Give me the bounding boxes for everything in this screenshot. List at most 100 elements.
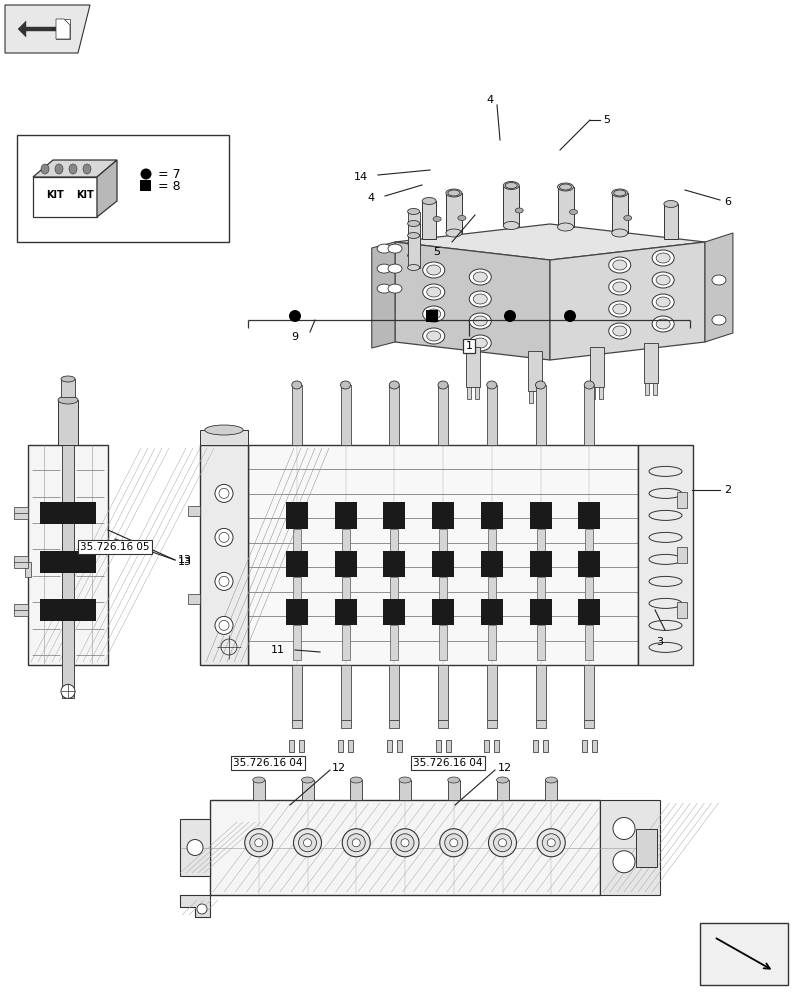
Bar <box>584 385 594 445</box>
Bar <box>664 204 678 239</box>
Ellipse shape <box>608 323 631 339</box>
Bar <box>342 529 350 551</box>
Ellipse shape <box>446 189 462 197</box>
Ellipse shape <box>423 284 444 300</box>
Bar <box>644 343 658 383</box>
Circle shape <box>298 834 317 852</box>
Bar <box>503 186 520 226</box>
Bar <box>676 547 687 563</box>
Bar <box>248 445 638 665</box>
Ellipse shape <box>350 777 362 783</box>
Ellipse shape <box>656 319 670 329</box>
Bar <box>481 502 503 529</box>
Bar <box>445 740 451 752</box>
Bar <box>292 529 301 551</box>
Bar <box>188 506 200 516</box>
Bar <box>342 577 350 599</box>
Bar <box>389 720 399 728</box>
Bar <box>338 740 343 752</box>
Bar <box>636 828 657 866</box>
Bar <box>474 386 478 398</box>
Bar <box>439 529 447 551</box>
Polygon shape <box>180 895 210 917</box>
Bar <box>200 445 248 665</box>
Bar <box>140 180 151 191</box>
Ellipse shape <box>253 777 265 783</box>
Bar <box>335 599 356 625</box>
Bar <box>529 599 552 625</box>
Bar <box>536 665 545 720</box>
Ellipse shape <box>399 777 411 783</box>
Polygon shape <box>395 242 550 360</box>
Bar <box>488 577 496 599</box>
Circle shape <box>215 484 233 502</box>
Bar <box>390 625 398 660</box>
Polygon shape <box>33 177 97 217</box>
Bar <box>590 347 604 386</box>
Bar <box>465 347 479 386</box>
Ellipse shape <box>61 376 75 382</box>
Circle shape <box>289 310 301 322</box>
Text: 11: 11 <box>271 645 285 655</box>
Ellipse shape <box>612 304 627 314</box>
Bar <box>14 507 28 519</box>
Ellipse shape <box>301 777 314 783</box>
Text: 5: 5 <box>433 247 440 257</box>
Bar <box>545 780 558 800</box>
Ellipse shape <box>656 275 670 285</box>
Polygon shape <box>705 233 733 342</box>
Ellipse shape <box>612 189 628 197</box>
Bar <box>14 556 28 568</box>
Ellipse shape <box>558 183 574 191</box>
Ellipse shape <box>69 164 77 174</box>
Bar <box>390 577 398 599</box>
Bar <box>599 386 603 398</box>
Bar <box>292 625 301 660</box>
Text: 12: 12 <box>498 763 512 773</box>
Circle shape <box>440 829 468 857</box>
Bar <box>537 529 545 551</box>
Bar <box>180 819 210 876</box>
Bar <box>439 577 447 599</box>
Bar <box>342 625 350 660</box>
Circle shape <box>391 829 419 857</box>
Bar <box>676 492 687 508</box>
Ellipse shape <box>41 164 49 174</box>
Bar <box>438 720 448 728</box>
Ellipse shape <box>614 190 625 196</box>
Bar <box>591 386 595 398</box>
Ellipse shape <box>427 287 440 297</box>
Bar <box>494 740 499 752</box>
Ellipse shape <box>608 301 631 317</box>
Ellipse shape <box>83 164 91 174</box>
Text: 14: 14 <box>354 172 368 182</box>
Text: 13: 13 <box>178 555 192 565</box>
Ellipse shape <box>407 221 419 227</box>
Bar <box>436 740 440 752</box>
Bar <box>612 193 628 233</box>
Ellipse shape <box>388 284 402 293</box>
Bar <box>422 201 436 239</box>
Polygon shape <box>395 224 705 260</box>
Bar <box>528 391 532 403</box>
Bar <box>585 577 593 599</box>
Circle shape <box>187 840 203 856</box>
Ellipse shape <box>423 262 444 278</box>
Ellipse shape <box>340 381 351 389</box>
Text: 13: 13 <box>178 557 192 567</box>
Bar <box>407 224 419 255</box>
Ellipse shape <box>652 294 674 310</box>
Bar <box>558 187 574 227</box>
Text: 4: 4 <box>487 95 494 105</box>
Text: 3: 3 <box>656 637 663 647</box>
Circle shape <box>542 834 560 852</box>
Bar <box>645 383 649 395</box>
Bar <box>28 445 108 665</box>
Bar <box>407 235 419 267</box>
Polygon shape <box>18 21 26 37</box>
Polygon shape <box>372 242 395 348</box>
Bar <box>286 551 308 577</box>
Bar <box>389 665 399 720</box>
Ellipse shape <box>612 326 627 336</box>
Bar <box>292 577 301 599</box>
